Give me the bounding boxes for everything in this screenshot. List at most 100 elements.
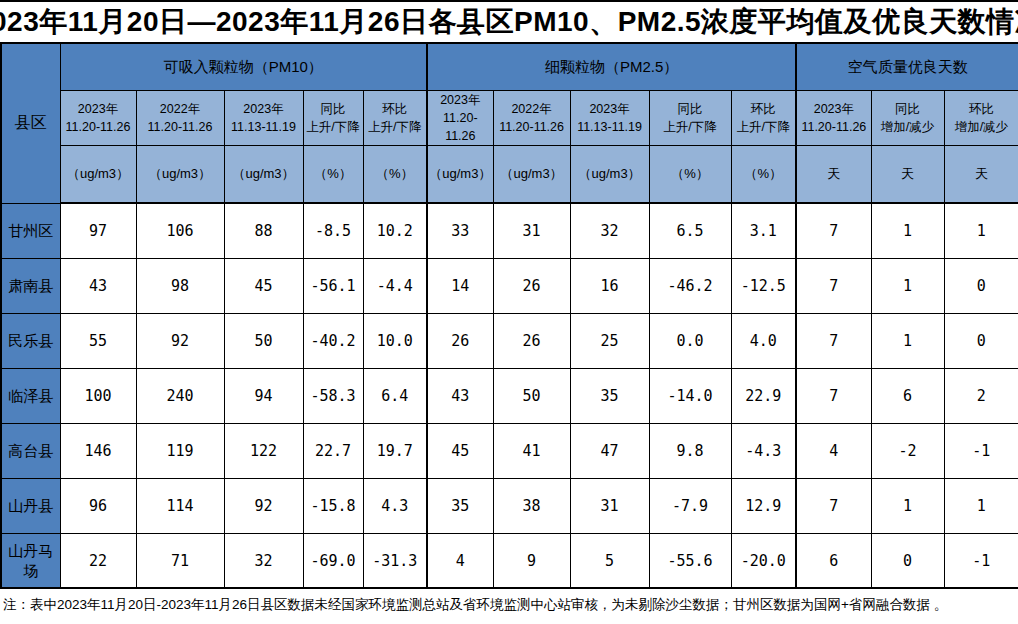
unit-header: 天 bbox=[871, 146, 944, 204]
table-cell: 4 bbox=[427, 533, 493, 588]
table-row: 临泽县10024094-58.36.4435035-14.022.9762 bbox=[1, 368, 1018, 423]
table-cell: 146 bbox=[60, 423, 136, 478]
table-cell: -58.3 bbox=[303, 368, 363, 423]
table-cell: 31 bbox=[493, 203, 570, 258]
period-header: 2023年11.20-11.26 bbox=[796, 91, 871, 146]
table-cell: 7 bbox=[796, 203, 871, 258]
group-header-pm25: 细颗粒物（PM2.5） bbox=[427, 43, 796, 91]
table-cell: 55 bbox=[60, 313, 136, 368]
report-page: 2023年11月20日—2023年11月26日各县区PM10、PM2.5浓度平均… bbox=[0, 0, 1018, 624]
table-cell: 45 bbox=[224, 258, 303, 313]
table-cell: 16 bbox=[570, 258, 649, 313]
table-row: 高台县14611912222.719.74541479.8-4.34-2-1 bbox=[1, 423, 1018, 478]
period-header: 2023年11.13-11.19 bbox=[224, 91, 303, 146]
table-cell: 45 bbox=[427, 423, 493, 478]
table-cell: 7 bbox=[796, 368, 871, 423]
table-cell: -7.9 bbox=[649, 478, 731, 533]
unit-header: 天 bbox=[944, 146, 1018, 204]
table-cell: 22 bbox=[60, 533, 136, 588]
table-cell: 6 bbox=[796, 533, 871, 588]
county-label: 临泽县 bbox=[1, 368, 60, 423]
table-cell: 26 bbox=[493, 313, 570, 368]
table-cell: 92 bbox=[136, 313, 224, 368]
unit-header: 天 bbox=[796, 146, 871, 204]
unit-header: （%） bbox=[649, 146, 731, 204]
table-cell: 10.2 bbox=[363, 203, 427, 258]
table-cell: 10.0 bbox=[363, 313, 427, 368]
period-header: 2023年11.20-11.26 bbox=[60, 91, 136, 146]
table-cell: 106 bbox=[136, 203, 224, 258]
table-cell: 96 bbox=[60, 478, 136, 533]
unit-header: （%） bbox=[731, 146, 796, 204]
table-cell: 35 bbox=[570, 368, 649, 423]
table-cell: 22.7 bbox=[303, 423, 363, 478]
table-cell: 7 bbox=[796, 478, 871, 533]
county-label: 山丹马场 bbox=[1, 533, 60, 588]
county-label: 高台县 bbox=[1, 423, 60, 478]
table-cell: -1 bbox=[944, 533, 1018, 588]
corner-header-county: 县区 bbox=[1, 43, 60, 203]
group-header-row: 县区 可吸入颗粒物（PM10） 细颗粒物（PM2.5） 空气质量优良天数 bbox=[1, 43, 1018, 91]
table-cell: 0.0 bbox=[649, 313, 731, 368]
table-cell: 38 bbox=[493, 478, 570, 533]
unit-header: （%） bbox=[363, 146, 427, 204]
table-cell: -55.6 bbox=[649, 533, 731, 588]
table-cell: -69.0 bbox=[303, 533, 363, 588]
table-cell: 6.4 bbox=[363, 368, 427, 423]
table-row: 甘州区9710688-8.510.23331326.53.1711 bbox=[1, 203, 1018, 258]
table-cell: -14.0 bbox=[649, 368, 731, 423]
unit-header: （ug/m3） bbox=[136, 146, 224, 204]
table-cell: 0 bbox=[944, 258, 1018, 313]
table-cell: -15.8 bbox=[303, 478, 363, 533]
table-cell: 50 bbox=[493, 368, 570, 423]
table-cell: 31 bbox=[570, 478, 649, 533]
table-cell: 92 bbox=[224, 478, 303, 533]
period-header: 2022年11.20-11.26 bbox=[136, 91, 224, 146]
unit-header: （ug/m3） bbox=[570, 146, 649, 204]
table-cell: -31.3 bbox=[363, 533, 427, 588]
period-header: 同比上升/下降 bbox=[649, 91, 731, 146]
unit-header: （%） bbox=[303, 146, 363, 204]
table-row: 肃南县439845-56.1-4.4142616-46.2-12.5710 bbox=[1, 258, 1018, 313]
group-header-good-days: 空气质量优良天数 bbox=[796, 43, 1018, 91]
table-cell: 33 bbox=[427, 203, 493, 258]
table-row: 山丹县9611492-15.84.3353831-7.912.9711 bbox=[1, 478, 1018, 533]
table-cell: -40.2 bbox=[303, 313, 363, 368]
county-label: 民乐县 bbox=[1, 313, 60, 368]
table-cell: 25 bbox=[570, 313, 649, 368]
table-cell: 22.9 bbox=[731, 368, 796, 423]
page-title: 2023年11月20日—2023年11月26日各县区PM10、PM2.5浓度平均… bbox=[0, 2, 1018, 42]
table-cell: 50 bbox=[224, 313, 303, 368]
table-cell: 1 bbox=[871, 478, 944, 533]
table-cell: 41 bbox=[493, 423, 570, 478]
period-header: 同比增加/减少 bbox=[871, 91, 944, 146]
table-cell: 26 bbox=[493, 258, 570, 313]
county-label: 甘州区 bbox=[1, 203, 60, 258]
county-label: 山丹县 bbox=[1, 478, 60, 533]
table-cell: 32 bbox=[224, 533, 303, 588]
table-cell: 100 bbox=[60, 368, 136, 423]
group-header-pm10: 可吸入颗粒物（PM10） bbox=[60, 43, 427, 91]
unit-header: （ug/m3） bbox=[427, 146, 493, 204]
period-header: 环比上升/下降 bbox=[363, 91, 427, 146]
table-cell: 1 bbox=[944, 203, 1018, 258]
period-header: 环比增加/减少 bbox=[944, 91, 1018, 146]
table-cell: 3.1 bbox=[731, 203, 796, 258]
table-row: 山丹马场227132-69.0-31.3495-55.6-20.060-1 bbox=[1, 533, 1018, 588]
table-cell: 19.7 bbox=[363, 423, 427, 478]
unit-header-row: （ug/m3）（ug/m3）（ug/m3）（%）（%）（ug/m3）（ug/m3… bbox=[1, 146, 1018, 204]
footnote: 注：表中2023年11月20日-2023年11月26日县区数据未经国家环境监测总… bbox=[0, 589, 1018, 614]
table-cell: 14 bbox=[427, 258, 493, 313]
table-cell: 1 bbox=[871, 258, 944, 313]
table-cell: 4.3 bbox=[363, 478, 427, 533]
period-header: 环比上升/下降 bbox=[731, 91, 796, 146]
table-cell: 6.5 bbox=[649, 203, 731, 258]
period-header: 同比上升/下降 bbox=[303, 91, 363, 146]
table-cell: 26 bbox=[427, 313, 493, 368]
table-cell: 88 bbox=[224, 203, 303, 258]
table-cell: -2 bbox=[871, 423, 944, 478]
table-cell: 47 bbox=[570, 423, 649, 478]
table-cell: 1 bbox=[871, 313, 944, 368]
county-label: 肃南县 bbox=[1, 258, 60, 313]
table-cell: 7 bbox=[796, 313, 871, 368]
